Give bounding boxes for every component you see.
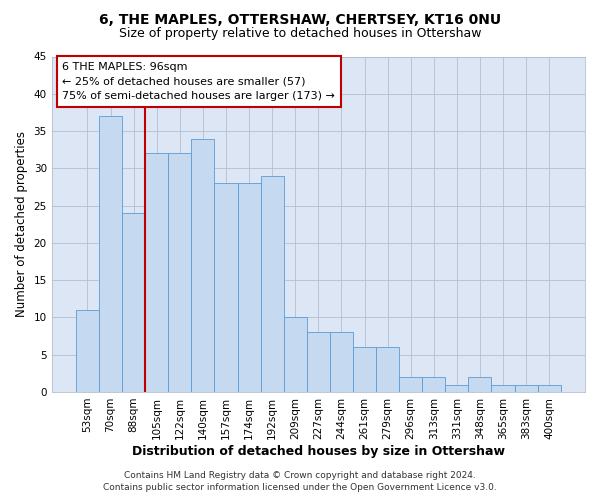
Text: Contains HM Land Registry data © Crown copyright and database right 2024.
Contai: Contains HM Land Registry data © Crown c… bbox=[103, 471, 497, 492]
Bar bbox=[284, 318, 307, 392]
Bar bbox=[515, 384, 538, 392]
Bar bbox=[76, 310, 99, 392]
Text: 6 THE MAPLES: 96sqm
← 25% of detached houses are smaller (57)
75% of semi-detach: 6 THE MAPLES: 96sqm ← 25% of detached ho… bbox=[62, 62, 335, 101]
Bar bbox=[307, 332, 330, 392]
Bar bbox=[99, 116, 122, 392]
Bar bbox=[491, 384, 515, 392]
Bar bbox=[168, 154, 191, 392]
Bar bbox=[214, 183, 238, 392]
Text: 6, THE MAPLES, OTTERSHAW, CHERTSEY, KT16 0NU: 6, THE MAPLES, OTTERSHAW, CHERTSEY, KT16… bbox=[99, 12, 501, 26]
Bar bbox=[469, 377, 491, 392]
Text: Size of property relative to detached houses in Ottershaw: Size of property relative to detached ho… bbox=[119, 28, 481, 40]
Bar bbox=[538, 384, 561, 392]
Bar bbox=[145, 154, 168, 392]
Bar bbox=[122, 213, 145, 392]
Bar bbox=[238, 183, 260, 392]
Bar bbox=[399, 377, 422, 392]
Bar bbox=[376, 347, 399, 392]
Bar bbox=[191, 138, 214, 392]
Bar bbox=[445, 384, 469, 392]
Y-axis label: Number of detached properties: Number of detached properties bbox=[15, 131, 28, 317]
Bar bbox=[260, 176, 284, 392]
Bar bbox=[330, 332, 353, 392]
Bar bbox=[422, 377, 445, 392]
Bar bbox=[353, 347, 376, 392]
X-axis label: Distribution of detached houses by size in Ottershaw: Distribution of detached houses by size … bbox=[132, 444, 505, 458]
